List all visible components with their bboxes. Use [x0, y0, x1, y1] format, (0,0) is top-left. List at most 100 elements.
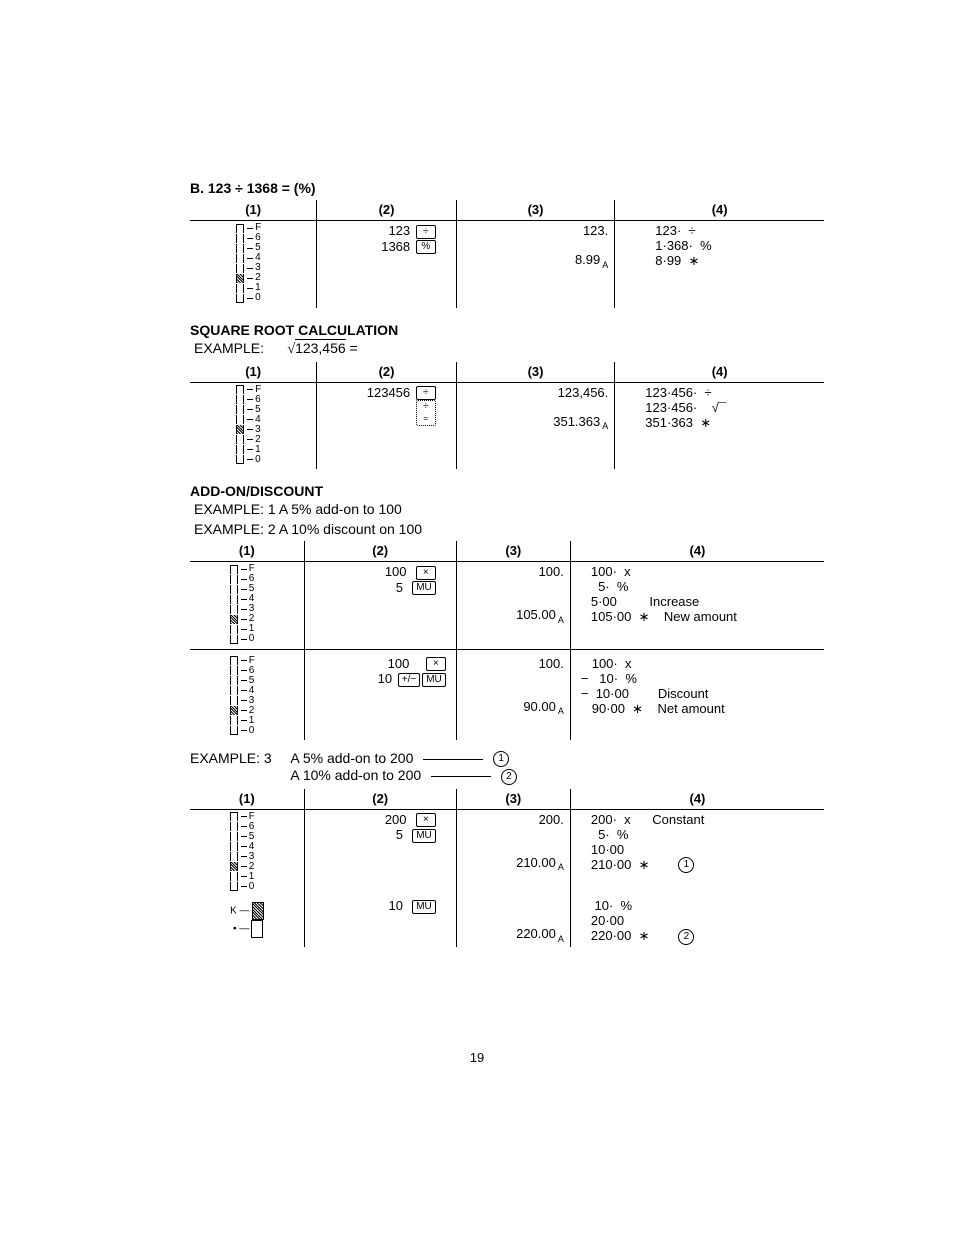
print-line: 105·00 ∗ New amount — [591, 609, 818, 625]
addon-ex1: EXAMPLE: 1 A 5% add-on to 100 — [194, 501, 824, 517]
multiply-key-icon: × — [426, 657, 446, 671]
display-line: 8.99 — [575, 252, 600, 267]
table-addon-ex3: (1) (2) (3) (4) F6543210 200 × 5 MU 200.… — [190, 789, 824, 947]
sub: A — [558, 706, 564, 716]
display-line: 200. — [463, 812, 564, 827]
printout: 123·456· ÷ 123·456· √¯ 351·363 ∗ — [615, 382, 824, 469]
percent-key-icon: % — [416, 240, 436, 254]
label: EXAMPLE: — [194, 340, 264, 356]
col-header: (3) — [456, 541, 570, 562]
plusminus-key-icon: +/− — [398, 673, 420, 687]
num: 123 — [388, 223, 410, 238]
col-header: (2) — [304, 541, 456, 562]
print-line: 351·363 ∗ — [645, 415, 818, 431]
decimal-slider-icon: F6543210 — [230, 812, 264, 892]
label: A 10% add-on to 200 — [290, 767, 421, 783]
print-line: 123·456· √¯ — [645, 400, 818, 415]
circled-1-icon: 1 — [493, 751, 509, 767]
col-header: (1) — [190, 541, 304, 562]
col-header: (3) — [456, 362, 615, 383]
num: 5 — [396, 827, 403, 842]
print-line: 10·00 — [591, 842, 818, 857]
keystrokes: 123456 ÷ ÷= — [317, 382, 456, 469]
col-header: (3) — [456, 200, 615, 221]
table-percent: (1) (2) (3) (4) F6543210 123 ÷ 1368 % 12… — [190, 200, 824, 308]
print-line: 1·368· % — [655, 238, 818, 253]
col-header: (2) — [317, 362, 456, 383]
print-line: 100· x — [581, 656, 818, 671]
sqrt-example: EXAMPLE: √123,456 = — [194, 340, 824, 358]
col-header: (4) — [615, 362, 824, 383]
display-line: 90.00 — [523, 699, 556, 714]
sqrt-symbol-icon: √ — [287, 342, 295, 357]
col-header: (4) — [570, 541, 824, 562]
sub: A — [558, 862, 564, 872]
table-addon: (1) (2) (3) (4) F6543210 100 × 5 MU 100.… — [190, 541, 824, 740]
print-line: 90·00 ∗ Net amount — [581, 701, 818, 717]
decimal-slider-icon: F6543210 — [230, 564, 264, 644]
print-line: 220·00 ∗ — [591, 928, 679, 943]
divide-equals-key-icon: ÷= — [416, 400, 436, 426]
decimal-slider-icon: F6543210 — [236, 223, 270, 303]
num: 10 — [378, 671, 392, 686]
mu-key-icon: MU — [412, 900, 436, 914]
divide-key-icon: ÷ — [416, 225, 436, 239]
label: A 5% add-on to 200 — [290, 750, 413, 766]
print-line: 10· % — [591, 898, 818, 913]
display: 123. 8.99A — [456, 221, 615, 308]
addon-title: ADD-ON/DISCOUNT — [190, 483, 824, 499]
display-line: 123,456. — [463, 385, 609, 400]
decimal-slider-icon: F6543210 — [236, 385, 270, 465]
print-line: 123· ÷ — [655, 223, 818, 238]
display-line: 210.00 — [516, 855, 556, 870]
sub: A — [602, 421, 608, 431]
display-line: 100. — [463, 656, 564, 671]
mu-key-icon: MU — [412, 829, 436, 843]
print-line: − 10·00 Discount — [581, 686, 818, 701]
circled-2-icon: 2 — [678, 929, 694, 945]
sub: A — [558, 615, 564, 625]
print-line: 8·99 ∗ — [655, 253, 818, 269]
multiply-key-icon: × — [416, 566, 436, 580]
printout: 123· ÷ 1·368· % 8·99 ∗ — [615, 221, 824, 308]
mu-key-icon: MU — [412, 581, 436, 595]
sqrt-arg: 123,456 — [295, 340, 346, 356]
label: EXAMPLE: 3 — [190, 750, 272, 766]
col-header: (1) — [190, 200, 317, 221]
slider-cell: F6543210 — [190, 382, 317, 469]
display-line: 100. — [463, 564, 564, 579]
col-header: (3) — [456, 789, 570, 810]
print-line: 200· x Constant — [591, 812, 818, 827]
leader-line — [423, 759, 483, 760]
print-line: 123·456· ÷ — [645, 385, 818, 400]
num: 10 — [389, 898, 403, 913]
sub: A — [602, 260, 608, 270]
document-page: B. 123 ÷ 1368 = (%) (1) (2) (3) (4) F654… — [0, 0, 954, 1235]
col-header: (1) — [190, 362, 317, 383]
table-sqrt: (1) (2) (3) (4) F6543210 123456 ÷ ÷= 123… — [190, 362, 824, 470]
display-line: 123. — [463, 223, 609, 238]
print-line: 5· % — [591, 827, 818, 842]
num: 100 — [388, 656, 410, 671]
print-line: 210·00 ∗ — [591, 857, 679, 872]
sqrt-title: SQUARE ROOT CALCULATION — [190, 322, 824, 338]
print-line: 5·00 Increase — [591, 594, 818, 609]
circled-1-icon: 1 — [678, 857, 694, 873]
col-header: (1) — [190, 789, 304, 810]
sub: A — [558, 934, 564, 944]
display-line: 351.363 — [553, 414, 600, 429]
col-header: (2) — [317, 200, 456, 221]
col-header: (4) — [570, 789, 824, 810]
num: 100 — [385, 564, 407, 579]
addon-ex3: EXAMPLE: 3 A 5% add-on to 200 1 EXAMPLE:… — [190, 750, 824, 785]
num: 123456 — [367, 385, 410, 400]
print-line: 5· % — [591, 579, 818, 594]
multiply-key-icon: × — [416, 813, 436, 827]
mu-key-icon: MU — [422, 673, 446, 687]
num: 5 — [396, 580, 403, 595]
print-line: 20·00 — [591, 913, 818, 928]
display: 123,456. 351.363A — [456, 382, 615, 469]
divide-key-icon: ÷ — [416, 386, 436, 400]
leader-line — [431, 776, 491, 777]
page-number: 19 — [0, 1050, 954, 1065]
